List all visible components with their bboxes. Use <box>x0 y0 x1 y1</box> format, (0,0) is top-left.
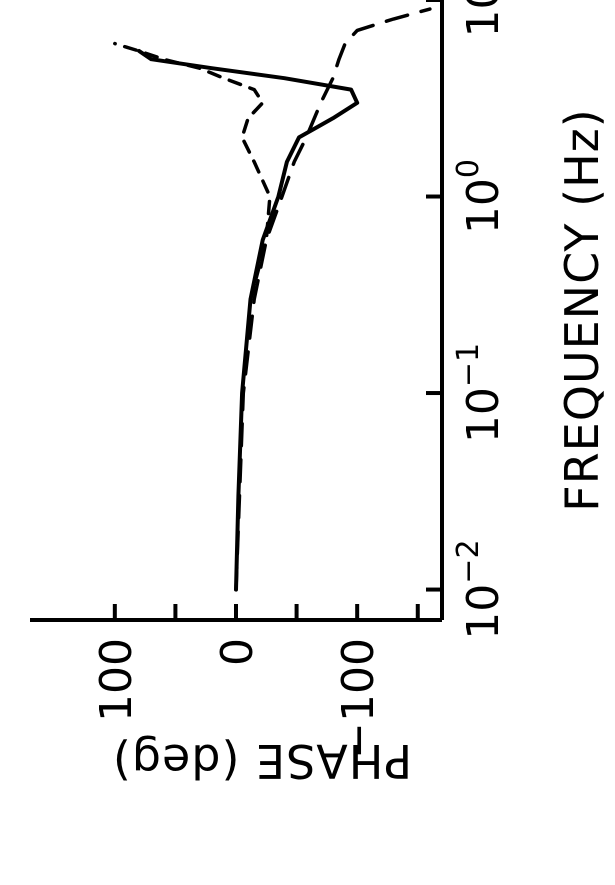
series-line-short-dash <box>113 41 272 302</box>
x-tick-label: 100 <box>451 159 509 234</box>
x-tick-label-base: 10 <box>458 387 509 443</box>
data-series <box>113 7 432 592</box>
y-tick-label: 0 <box>212 638 263 666</box>
y-axis-title: PHASE (deg) <box>112 734 412 788</box>
x-tick-label-base: 10 <box>458 0 509 38</box>
x-tick-label-exponent: 0 <box>451 159 486 178</box>
x-tick-label-exponent: −1 <box>451 343 486 387</box>
x-axis-title: FREQUENCY (Hz) <box>555 108 609 512</box>
y-tick-label: −100 <box>333 638 384 759</box>
x-tick-label-exponent: −2 <box>451 539 486 583</box>
x-tick-label: 10−1 <box>451 343 509 443</box>
y-ticks: 100 0 −100 <box>91 604 420 759</box>
x-tick-label: 101 <box>451 0 509 38</box>
x-tick-label-base: 10 <box>458 584 509 640</box>
x-tick-label-base: 10 <box>458 178 509 234</box>
x-tick-label: 10−2 <box>451 539 509 639</box>
y-tick-label: 100 <box>91 638 142 722</box>
series-line-long-dash <box>234 7 432 592</box>
series-line-solid <box>137 49 360 592</box>
